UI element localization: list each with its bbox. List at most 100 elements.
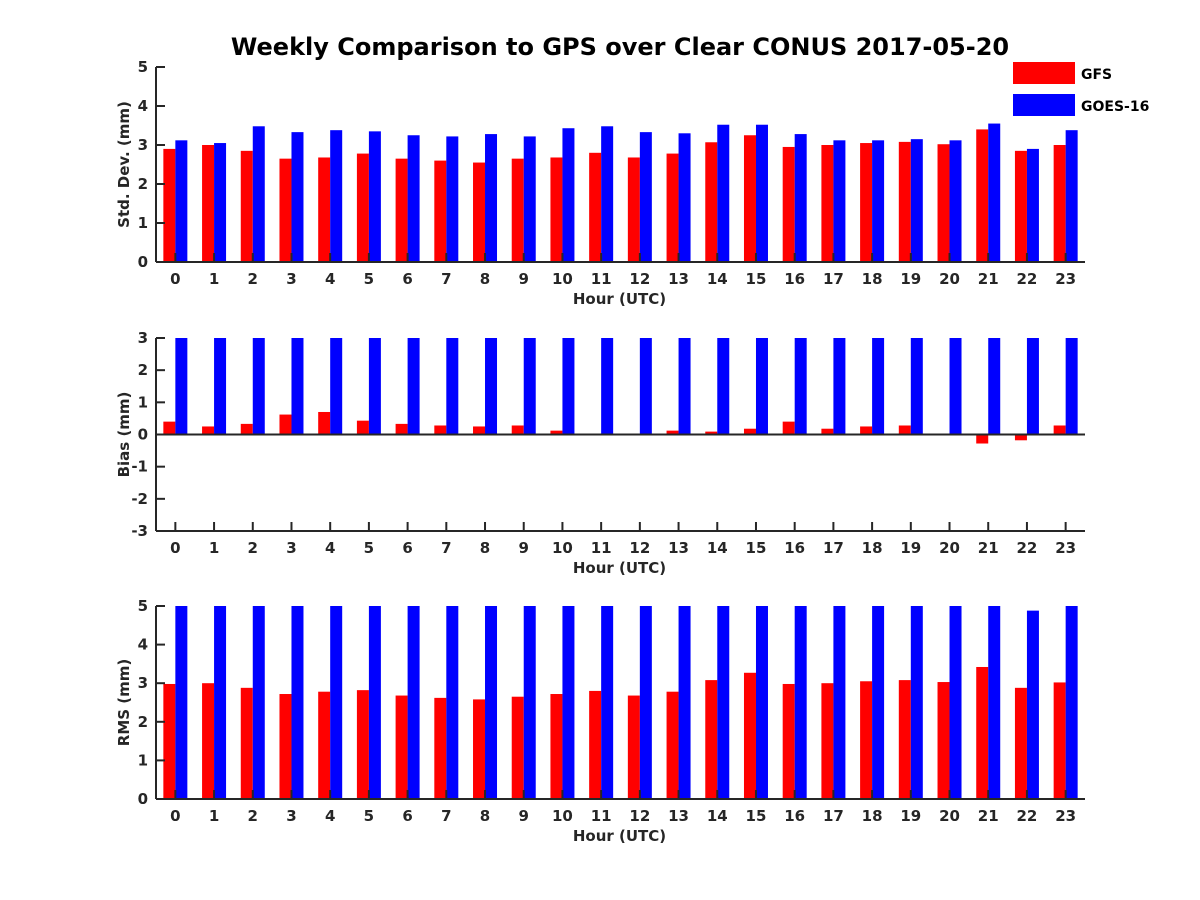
bar-goes-16-hour-19 — [910, 338, 923, 435]
bar-goes-16-hour-19 — [910, 139, 923, 262]
x-tick-label: 14 — [707, 539, 728, 557]
bar-goes-16-hour-10 — [562, 128, 575, 262]
bar-gfs-hour-1 — [202, 426, 215, 435]
bar-gfs-hour-3 — [279, 414, 292, 435]
bar-gfs-hour-23 — [1053, 682, 1066, 799]
bar-goes-16-hour-7 — [446, 136, 459, 262]
x-tick-label: 20 — [939, 807, 960, 825]
bar-gfs-hour-4 — [318, 157, 331, 262]
y-tick-label: 3 — [138, 329, 148, 347]
bar-gfs-hour-17 — [821, 145, 834, 262]
bar-goes-16-hour-0 — [175, 606, 188, 799]
x-tick-label: 21 — [978, 270, 999, 288]
bar-goes-16-hour-1 — [214, 606, 227, 799]
legend: GFS GOES-16 — [1013, 62, 1149, 116]
bar-goes-16-hour-5 — [368, 338, 381, 435]
bar-gfs-hour-7 — [434, 160, 447, 262]
y-tick-label: -2 — [131, 490, 148, 508]
bar-goes-16-hour-9 — [523, 338, 536, 435]
bar-gfs-hour-18 — [860, 143, 873, 262]
bar-goes-16-hour-15 — [755, 606, 768, 799]
bar-gfs-hour-5 — [356, 153, 369, 262]
bar-goes-16-hour-21 — [988, 123, 1001, 262]
bar-gfs-hour-16 — [782, 683, 795, 799]
bar-goes-16-hour-16 — [794, 134, 807, 262]
x-tick-label: 8 — [480, 807, 490, 825]
bar-goes-16-hour-16 — [794, 606, 807, 799]
bar-gfs-hour-7 — [434, 425, 447, 435]
x-tick-label: 16 — [784, 270, 805, 288]
bar-gfs-hour-0 — [163, 683, 176, 799]
x-tick-label: 13 — [668, 807, 689, 825]
bar-goes-16-hour-20 — [949, 140, 962, 262]
bar-gfs-hour-17 — [821, 428, 834, 435]
bar-goes-16-hour-11 — [601, 126, 614, 262]
bar-goes-16-hour-8 — [485, 134, 498, 262]
bar-gfs-hour-19 — [898, 680, 911, 799]
bar-goes-16-hour-18 — [872, 140, 885, 262]
bar-gfs-hour-23 — [1053, 145, 1066, 262]
bar-gfs-hour-22 — [1014, 434, 1027, 441]
bar-gfs-hour-13 — [666, 430, 679, 435]
bar-gfs-hour-5 — [356, 690, 369, 799]
x-tick-label: 10 — [552, 539, 573, 557]
bar-goes-16-hour-4 — [330, 606, 343, 799]
x-tick-label: 23 — [1055, 807, 1076, 825]
bar-gfs-hour-22 — [1014, 687, 1027, 799]
x-tick-label: 11 — [591, 539, 612, 557]
bar-gfs-hour-21 — [976, 129, 989, 262]
bar-goes-16-hour-20 — [949, 606, 962, 799]
bar-gfs-hour-9 — [511, 158, 524, 262]
bar-goes-16-hour-15 — [755, 124, 768, 262]
x-tick-label: 1 — [209, 539, 219, 557]
x-tick-label: 13 — [668, 539, 689, 557]
x-tick-label: 16 — [784, 807, 805, 825]
bar-goes-16-hour-17 — [833, 606, 846, 799]
bar-goes-16-hour-8 — [485, 606, 498, 799]
x-tick-label: 7 — [441, 807, 451, 825]
y-tick-label: 1 — [138, 751, 148, 769]
bar-goes-16-hour-14 — [717, 606, 730, 799]
bar-goes-16-hour-12 — [639, 606, 652, 799]
bar-gfs-hour-14 — [705, 431, 718, 435]
bar-gfs-hour-2 — [240, 687, 253, 799]
x-tick-label: 2 — [248, 807, 258, 825]
y-tick-label: 1 — [138, 393, 148, 411]
x-tick-label: 9 — [519, 539, 529, 557]
bar-goes-16-hour-2 — [252, 606, 265, 799]
x-tick-label: 12 — [629, 270, 650, 288]
bar-goes-16-hour-22 — [1026, 338, 1039, 435]
x-tick-label: 17 — [823, 539, 844, 557]
x-tick-label: 13 — [668, 270, 689, 288]
x-tick-label: 3 — [286, 270, 296, 288]
bar-gfs-hour-16 — [782, 146, 795, 262]
x-tick-label: 19 — [900, 807, 921, 825]
x-axis-label: Hour (UTC) — [573, 559, 666, 577]
y-tick-label: 1 — [138, 214, 148, 232]
x-tick-label: 22 — [1017, 539, 1038, 557]
x-tick-label: 18 — [862, 807, 883, 825]
bar-gfs-hour-20 — [937, 144, 950, 262]
bar-goes-16-hour-21 — [988, 606, 1001, 799]
y-tick-label: 5 — [138, 597, 148, 615]
bar-gfs-hour-20 — [937, 682, 950, 799]
bar-gfs-hour-19 — [898, 425, 911, 435]
x-tick-label: 18 — [862, 270, 883, 288]
bar-goes-16-hour-5 — [368, 131, 381, 262]
y-tick-label: 2 — [138, 713, 148, 731]
bar-goes-16-hour-9 — [523, 606, 536, 799]
bar-goes-16-hour-21 — [988, 338, 1001, 435]
x-tick-label: 9 — [519, 270, 529, 288]
bar-goes-16-hour-11 — [601, 606, 614, 799]
bar-goes-16-hour-12 — [639, 338, 652, 435]
bar-gfs-hour-2 — [240, 423, 253, 435]
bar-gfs-hour-18 — [860, 426, 873, 435]
bar-goes-16-hour-18 — [872, 606, 885, 799]
x-tick-label: 2 — [248, 539, 258, 557]
bar-gfs-hour-5 — [356, 420, 369, 435]
x-tick-label: 1 — [209, 270, 219, 288]
bar-gfs-hour-9 — [511, 425, 524, 435]
x-tick-label: 4 — [325, 539, 335, 557]
